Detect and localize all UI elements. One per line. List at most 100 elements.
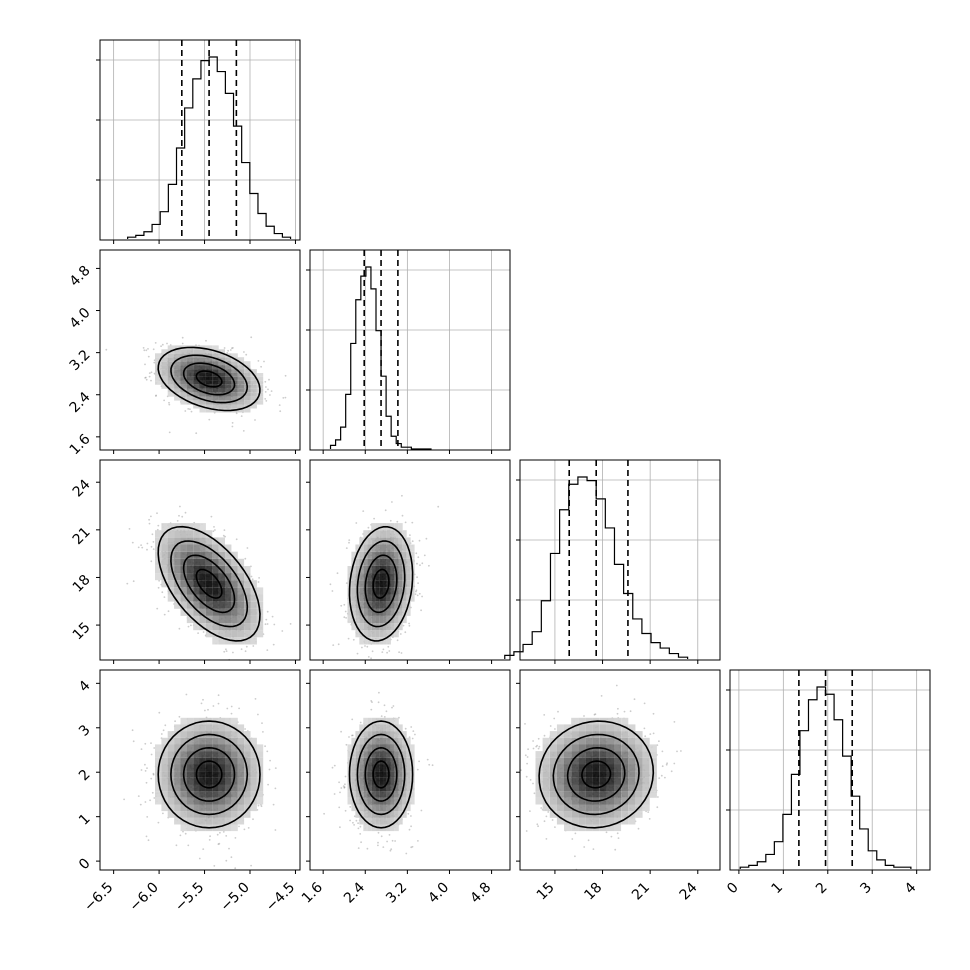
scatter-point — [415, 589, 418, 592]
histogram-step — [739, 686, 912, 869]
scatter-point — [243, 828, 246, 831]
density-cell — [174, 757, 181, 765]
density-cell — [237, 594, 245, 602]
scatter-point — [408, 622, 410, 625]
density-cell — [250, 380, 257, 385]
density-cell — [237, 771, 245, 778]
density-cell — [161, 764, 168, 772]
scatter-point — [145, 349, 148, 352]
density-cell — [250, 623, 257, 631]
density-cell — [212, 587, 219, 595]
scatter-point — [428, 564, 430, 567]
scatter-point — [152, 773, 155, 776]
density-cell — [205, 771, 213, 778]
density-cell — [231, 377, 238, 381]
scatter-point — [266, 623, 269, 625]
scatter-point — [231, 347, 233, 350]
scatter-point — [266, 649, 269, 651]
density-cell — [244, 361, 251, 366]
density-cell — [359, 594, 364, 602]
density-cell — [212, 361, 219, 366]
scatter-point — [408, 624, 411, 627]
density-cell — [367, 587, 372, 595]
scatter-point — [185, 693, 188, 696]
density-cell — [186, 566, 194, 574]
density-cell — [231, 369, 238, 373]
scatter-point — [261, 722, 263, 724]
density-cell — [402, 544, 407, 552]
scatter-point — [179, 505, 181, 508]
density-cell — [250, 757, 257, 765]
histogram-panel — [96, 39, 301, 244]
density-cell — [256, 630, 264, 638]
density-cell — [218, 724, 225, 732]
scatter-point — [235, 538, 238, 541]
scatter-point — [219, 831, 221, 834]
scatter-point — [150, 515, 152, 518]
density-cell — [174, 771, 181, 778]
scatter-point — [140, 748, 143, 750]
density-cell — [161, 357, 168, 362]
density-cell — [205, 373, 213, 377]
density-cell — [351, 587, 356, 595]
density-cell — [225, 587, 232, 595]
scatter-point — [157, 821, 160, 824]
density-cell — [212, 380, 219, 385]
scatter-point — [257, 360, 260, 362]
scatter-point — [184, 511, 187, 514]
scatter-point — [176, 520, 179, 522]
scatter-point — [281, 630, 284, 632]
density-cell — [180, 357, 187, 362]
density-cell — [355, 616, 360, 624]
scatter-point — [385, 710, 388, 713]
histogram-panel — [306, 249, 511, 454]
density-cell — [180, 377, 187, 381]
scatter-point — [251, 578, 254, 581]
density-cell — [205, 345, 213, 350]
scatter-point — [223, 650, 226, 653]
scatter-point — [418, 592, 421, 595]
scatter-point — [208, 418, 211, 421]
scatter-point — [274, 829, 277, 831]
scatter-point — [231, 422, 234, 424]
scatter-point — [144, 363, 146, 366]
density-cell — [212, 369, 219, 373]
scatter-point — [404, 521, 407, 524]
density-cell — [398, 566, 403, 574]
scatter-point — [264, 745, 266, 748]
density-cell — [225, 365, 232, 369]
density-cell — [406, 587, 411, 595]
scatter-point — [245, 645, 248, 648]
density-cell — [218, 757, 225, 765]
density-cell — [218, 616, 225, 624]
scatter-point — [146, 542, 149, 545]
density-cell — [231, 580, 238, 588]
scatter-point — [197, 632, 200, 634]
density-cell — [379, 544, 383, 552]
scatter-point — [250, 864, 253, 867]
density-cell — [231, 717, 238, 725]
scatter-point — [381, 651, 384, 653]
scatter-panel — [96, 669, 301, 874]
density-cell — [394, 558, 399, 566]
density-cell — [186, 764, 194, 772]
scatter-point — [386, 651, 388, 654]
density-cell — [199, 408, 206, 413]
scatter-point — [132, 740, 135, 743]
scatter-point — [246, 547, 249, 549]
scatter-point — [416, 562, 418, 565]
scatter-point — [157, 586, 160, 589]
density-cell — [186, 731, 194, 738]
scatter-point — [359, 825, 362, 828]
density-cell — [225, 731, 232, 738]
density-cell — [387, 566, 391, 574]
scatter-point — [274, 787, 277, 790]
density-cell — [379, 573, 383, 581]
density-cell — [225, 594, 232, 602]
scatter-panel — [96, 459, 301, 664]
density-cell — [174, 365, 181, 369]
scatter-point — [347, 637, 350, 640]
density-cell — [250, 601, 257, 609]
density-cell — [218, 396, 225, 401]
density-cell — [174, 566, 181, 574]
